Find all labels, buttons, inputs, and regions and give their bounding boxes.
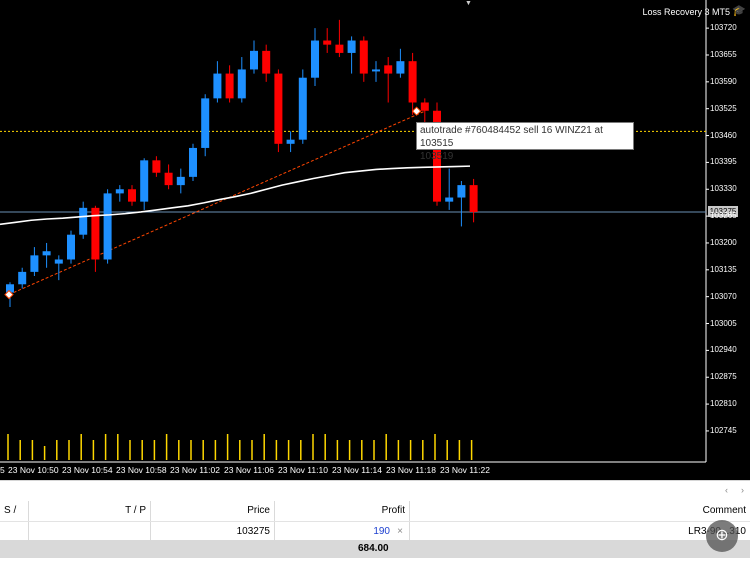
time-axis-label: 23 Nov 11:22 bbox=[440, 465, 490, 475]
graduation-cap-icon: 🎓 bbox=[732, 5, 746, 17]
close-position-icon[interactable]: × bbox=[397, 526, 403, 537]
candle-body bbox=[372, 69, 380, 72]
candle-body bbox=[286, 139, 295, 144]
zoom-in-icon[interactable]: ⊕ bbox=[706, 520, 738, 552]
candle-body bbox=[225, 73, 234, 99]
chart-area[interactable]: ▼ Loss Recovery 3 MT5 🎓 103275 autotrade… bbox=[0, 0, 750, 480]
candle-body bbox=[91, 207, 100, 260]
candle-body bbox=[323, 40, 332, 45]
column-header-sl[interactable]: S / L bbox=[4, 505, 17, 536]
price-axis-label: 103655 bbox=[710, 49, 737, 59]
candle-body bbox=[54, 259, 63, 264]
trade-table: S / L T / P Price Profit Comment 103275 … bbox=[0, 501, 750, 543]
trade-sell-marker bbox=[411, 106, 422, 116]
time-axis-label: 23 Nov 11:02 bbox=[170, 465, 220, 475]
candle-body bbox=[103, 193, 112, 260]
chart-canvas[interactable] bbox=[0, 0, 750, 480]
trade-open-marker bbox=[4, 289, 14, 300]
price-axis-label: 102745 bbox=[710, 425, 737, 435]
price-axis-label: 103135 bbox=[710, 264, 737, 274]
trade-tooltip: autotrade #760484452 sell 16 WINZ21 at 1… bbox=[416, 122, 634, 162]
candle-body bbox=[311, 40, 319, 78]
candle-body bbox=[189, 147, 197, 177]
trade-line bbox=[8, 110, 426, 296]
column-header-tp[interactable]: T / P bbox=[125, 505, 146, 516]
scroll-right-button[interactable]: › bbox=[741, 485, 744, 495]
candle-body bbox=[18, 271, 27, 285]
price-axis-label: 103395 bbox=[710, 157, 737, 167]
price-axis-label: 103460 bbox=[710, 130, 737, 140]
chart-shift-marker[interactable]: ▼ bbox=[465, 0, 472, 7]
candle-body bbox=[420, 102, 429, 111]
tooltip-line-1: autotrade #760484452 sell 16 WINZ21 at 1… bbox=[420, 125, 603, 149]
candle-body bbox=[152, 160, 161, 173]
candle-body bbox=[176, 176, 185, 186]
price-axis-label: 102810 bbox=[710, 399, 737, 409]
price-axis-label: 103005 bbox=[710, 318, 737, 328]
candle-body bbox=[30, 255, 39, 272]
candle-body bbox=[201, 98, 210, 148]
candle-body bbox=[250, 50, 258, 70]
cell-price: 103275 bbox=[236, 526, 270, 537]
candle-body bbox=[42, 251, 51, 256]
cell-sl[interactable] bbox=[0, 522, 28, 542]
time-axis-label: 23 Nov 11:18 bbox=[386, 465, 436, 475]
candle-body bbox=[396, 61, 405, 74]
cell-comment: LR3-90...310 bbox=[409, 522, 750, 542]
candle-body bbox=[445, 197, 454, 202]
candle-body bbox=[408, 61, 417, 103]
time-axis-label: 5 bbox=[0, 465, 5, 475]
candle-body bbox=[457, 185, 466, 198]
time-axis-label: 23 Nov 10:58 bbox=[116, 465, 167, 475]
bottom-strip bbox=[0, 558, 750, 563]
current-price-tag: 103275 bbox=[708, 206, 738, 217]
price-axis-label: 103330 bbox=[710, 184, 737, 194]
candle-body bbox=[213, 73, 222, 99]
candle-body bbox=[298, 77, 307, 140]
candle-body bbox=[347, 40, 356, 53]
candle-body bbox=[79, 207, 88, 235]
time-axis-label: 23 Nov 10:50 bbox=[8, 465, 59, 475]
terminal-toolbar: ‹ › bbox=[0, 480, 750, 501]
moving-average-line bbox=[0, 165, 471, 226]
price-axis-label: 103590 bbox=[710, 76, 737, 86]
time-axis-label: 23 Nov 11:10 bbox=[278, 465, 328, 475]
candle-body bbox=[237, 69, 246, 99]
candle-body bbox=[115, 189, 124, 194]
candle-body bbox=[262, 50, 271, 74]
column-header-comment[interactable]: Comment bbox=[702, 505, 746, 516]
price-axis-label: 103200 bbox=[710, 237, 737, 247]
tooltip-line-2: 103519 bbox=[420, 151, 454, 162]
scroll-left-button[interactable]: ‹ bbox=[725, 485, 728, 495]
candle-body bbox=[128, 189, 136, 202]
time-axis-label: 23 Nov 10:54 bbox=[62, 465, 113, 475]
candle-body bbox=[359, 40, 368, 74]
candle-body bbox=[335, 44, 344, 53]
candle-body bbox=[469, 185, 478, 212]
price-axis-label: 102875 bbox=[710, 372, 737, 382]
price-axis-label: 103720 bbox=[710, 23, 737, 33]
price-axis-label: 103265 bbox=[710, 211, 737, 221]
price-axis-label: 103525 bbox=[710, 103, 737, 113]
table-header: S / L T / P Price Profit Comment bbox=[0, 501, 750, 536]
time-axis-label: 23 Nov 11:14 bbox=[332, 465, 382, 475]
candle-body bbox=[140, 160, 149, 202]
price-axis-label: 103070 bbox=[710, 291, 737, 301]
candle-body bbox=[433, 110, 441, 202]
expert-advisor-title: Loss Recovery 3 MT5 bbox=[642, 7, 730, 17]
candle-body bbox=[6, 284, 14, 293]
total-row: 684.00 bbox=[0, 540, 750, 558]
candle-body bbox=[274, 73, 283, 144]
cell-profit: 190 bbox=[373, 526, 390, 537]
cell-tp[interactable] bbox=[28, 522, 150, 542]
price-axis-label: 102940 bbox=[710, 345, 737, 355]
candle-body bbox=[384, 65, 393, 74]
total-profit: 684.00 bbox=[358, 543, 389, 554]
column-header-price[interactable]: Price bbox=[247, 505, 270, 516]
candle-body bbox=[164, 172, 173, 186]
column-header-profit[interactable]: Profit bbox=[381, 505, 405, 516]
candle-body bbox=[67, 234, 75, 260]
time-axis-label: 23 Nov 11:06 bbox=[224, 465, 274, 475]
